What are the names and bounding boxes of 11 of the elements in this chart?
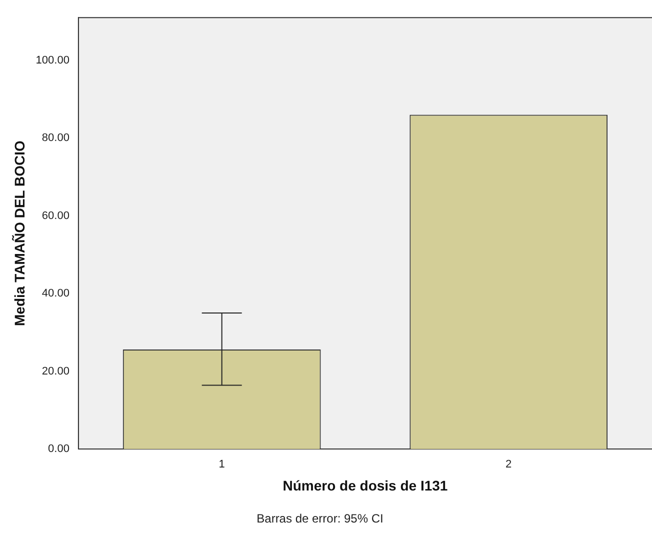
y-tick-label: 40.00	[42, 288, 70, 300]
y-tick-label: 20.00	[42, 365, 70, 378]
x-tick-label: 2	[506, 458, 512, 471]
y-tick-label: 80.00	[42, 132, 70, 144]
y-tick-label: 0.00	[48, 443, 70, 456]
x-tick-label: 1	[218, 458, 225, 471]
text: Barras de error: 95% CI	[256, 511, 384, 526]
y-axis-title: Media TAMAÑO DEL BOCIO	[11, 140, 28, 326]
y-tick-label: 100.00	[36, 54, 70, 66]
x-axis-title: Número de dosis de I131	[282, 477, 448, 494]
y-tick-label: 60.00	[42, 210, 70, 222]
